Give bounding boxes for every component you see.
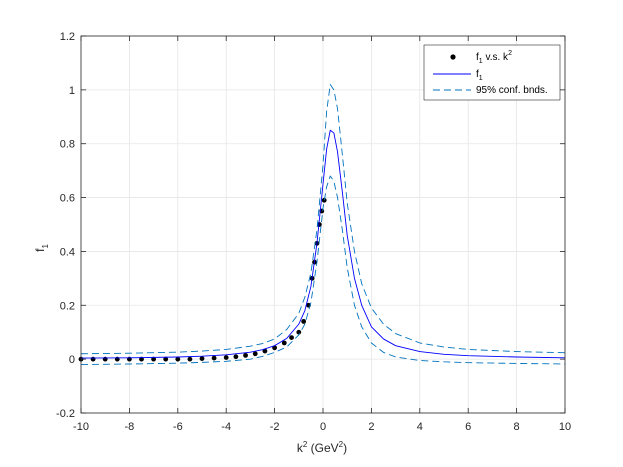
x-axis-label-tail: ) xyxy=(343,441,347,455)
x-tick-label-3: -4 xyxy=(221,421,231,433)
x-tick-label-5: 0 xyxy=(320,421,326,433)
y-tick-label-7: 1.2 xyxy=(60,31,75,43)
x-tick-label-8: 6 xyxy=(465,421,471,433)
x-tick-label-2: -6 xyxy=(173,421,183,433)
x-tick-label-10: 10 xyxy=(559,421,571,433)
legend-box xyxy=(423,44,561,101)
data-point-20 xyxy=(296,329,302,335)
data-point-1 xyxy=(90,356,96,362)
y-tick-label-0: -0.2 xyxy=(56,408,75,420)
legend-entry-bounds: 95% conf. bnds. xyxy=(433,85,548,96)
x-tick-label-0: -10 xyxy=(73,421,89,433)
legend-label-points-mid: v.s. k xyxy=(483,52,509,63)
y-tick-label-2: 0.2 xyxy=(60,300,75,312)
data-point-8 xyxy=(175,356,181,362)
y-axis-label-sub: 1 xyxy=(41,244,50,249)
legend-label-fit-sub: 1 xyxy=(479,75,483,82)
x-axis-label: k2 (GeV2) xyxy=(297,440,347,455)
y-tick-label-5: 0.8 xyxy=(60,139,75,151)
x-axis-label-mid: (GeV xyxy=(307,441,338,455)
y-axis-label-base: f xyxy=(33,248,47,252)
y-tick-label-3: 0.4 xyxy=(60,246,75,258)
data-point-10 xyxy=(199,356,205,362)
x-tick-label-9: 8 xyxy=(514,421,520,433)
confidence-bound-lower xyxy=(80,175,566,365)
data-point-2 xyxy=(102,356,108,362)
data-point-7 xyxy=(163,356,169,362)
y-tick-label-6: 1 xyxy=(69,85,75,97)
data-point-19 xyxy=(289,335,294,340)
data-point-12 xyxy=(223,355,229,360)
data-point-11 xyxy=(211,355,217,361)
legend-entry-fit: f1 xyxy=(433,69,483,82)
legend-label-points-sub: 1 xyxy=(479,58,483,65)
x-axis-label-base: k xyxy=(297,441,304,455)
legend-entry-points: f1 v.s. k2 xyxy=(450,50,512,65)
legend-label-fit-base: f xyxy=(476,69,479,80)
data-point-6 xyxy=(151,356,157,362)
legend-label-points: f1 v.s. k2 xyxy=(476,50,512,65)
legend-label-fit: f1 xyxy=(476,69,483,82)
x-axis-label-sup2: 2 xyxy=(339,440,344,449)
y-tick-label-1: 0 xyxy=(69,354,75,366)
x-axis-label-sup: 2 xyxy=(303,440,308,449)
legend-marker-points xyxy=(450,54,456,60)
data-point-17 xyxy=(272,345,277,351)
data-point-16 xyxy=(262,348,268,354)
data-point-15 xyxy=(252,351,258,357)
confidence-bound-upper xyxy=(80,84,566,355)
fit-line xyxy=(80,129,566,359)
x-tick-label-7: 4 xyxy=(417,421,423,433)
series-layer xyxy=(78,84,566,365)
data-point-13 xyxy=(233,354,239,360)
legend: f1 v.s. k2 f1 95% conf. bnds. xyxy=(423,44,561,101)
data-point-18 xyxy=(281,340,287,346)
x-tick-label-1: -8 xyxy=(125,421,135,433)
y-axis-label: f1 xyxy=(33,244,50,252)
legend-label-points-sup: 2 xyxy=(508,50,512,57)
data-point-26 xyxy=(316,222,322,227)
y-tick-label-4: 0.6 xyxy=(60,193,75,205)
data-point-14 xyxy=(243,352,248,358)
legend-label-points-base: f xyxy=(476,52,479,63)
legend-label-bounds: 95% conf. bnds. xyxy=(476,85,548,96)
data-point-9 xyxy=(187,356,193,362)
axes: -10 -8 -6 -4 -2 0 2 4 6 8 10 -0.2 0 0.2 0.4 0.6 0.8 1 1.2 xyxy=(56,31,571,433)
x-tick-label-6: 2 xyxy=(368,421,374,433)
data-point-21 xyxy=(301,319,307,324)
x-tick-label-4: -2 xyxy=(270,421,280,433)
